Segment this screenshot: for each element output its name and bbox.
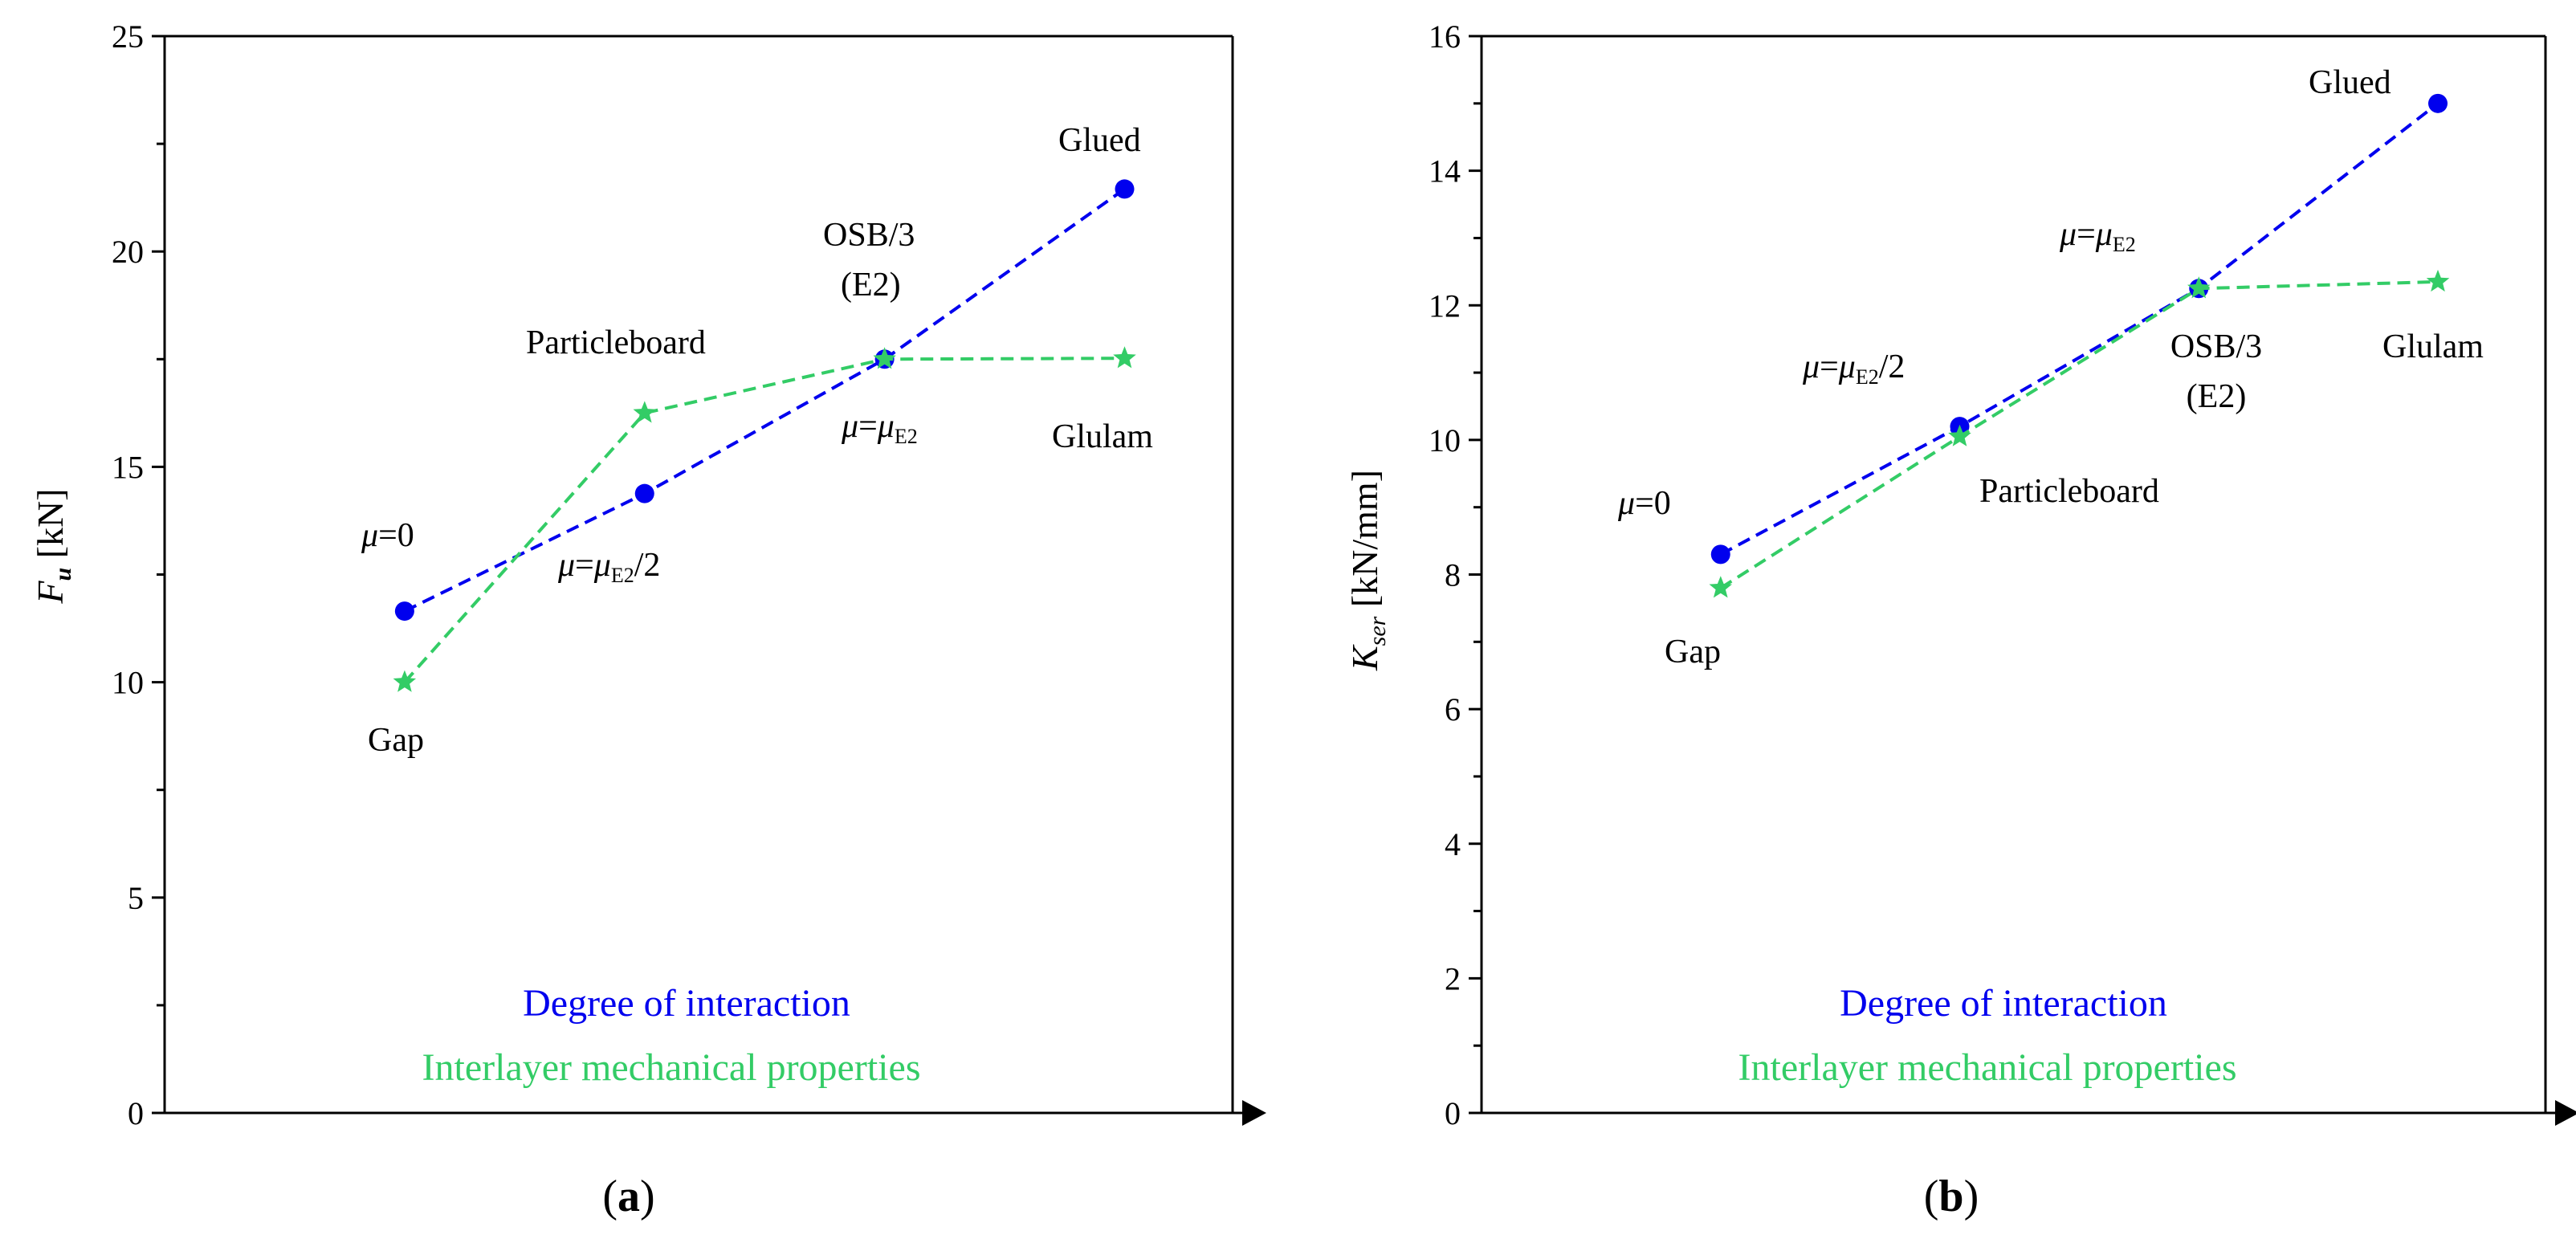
panel-a-interlayer-properties-point (873, 347, 896, 369)
panel-a-y-tick-label: 5 (128, 880, 144, 916)
panel-b-degree-of-interaction-point (2428, 93, 2448, 113)
panel-a-degree-of-interaction-line (404, 187, 1126, 613)
panel-b-interlayer-properties-point (1948, 424, 1971, 446)
panel-b-y-tick-label: 4 (1445, 826, 1461, 862)
panel-a-caption: (a) (602, 1172, 654, 1221)
panel-b-y-axis-symbol: K (1344, 644, 1385, 671)
panel-b-y-axis-title: Kser [kN/mm] (1344, 470, 1391, 671)
panel-a-legend-green: Interlayer mechanical properties (422, 1046, 921, 1089)
panel-b-interlayer-properties-point (1709, 576, 1732, 598)
panel-b-label-particleboard: Particleboard (1979, 473, 2159, 510)
panel-b-interlayer-properties-line (1719, 279, 2439, 589)
panel-b-label-gap: Gap (1665, 634, 1721, 670)
panel-a-label-osb-line2: (E2) (841, 267, 901, 304)
panel-b-y-tick-label: 16 (1429, 18, 1461, 55)
panel-b-interlayer-properties-point (2426, 269, 2450, 292)
panel-a-label-particleboard: Particleboard (526, 324, 706, 361)
panel-b-label-mu-zero: μ=0 (1617, 485, 1671, 522)
panel-b-y-tick-label: 8 (1445, 557, 1461, 593)
panel-b-label-glulam: Glulam (2382, 328, 2484, 365)
panel-a-label-mu-half: μ=μE2/2 (557, 547, 660, 587)
panel-a-y-axis-title: Fu [kN] (30, 488, 76, 604)
panel-a-y-tick-label: 15 (112, 449, 144, 485)
panel-b-series (1709, 93, 2450, 598)
panel-b-degree-of-interaction-line (1719, 102, 2439, 556)
panel-b-x-axis-arrow (2555, 1100, 2576, 1126)
panel-a-x-axis-arrow (1242, 1100, 1266, 1126)
panel-a-interlayer-properties-point (1113, 346, 1136, 369)
panel-a-y-axis-symbol: F (30, 581, 71, 605)
panel-a-interlayer-properties-line (403, 357, 1125, 683)
panel-b-interlayer-properties-point (2187, 276, 2211, 299)
panel-b-y-axis-unit: [kN/mm] (1344, 470, 1385, 617)
panel-b-y-ticks: 0 2 4 6 8 10 12 14 16 (1429, 18, 1482, 1131)
panel-a-degree-of-interaction-point (394, 601, 414, 622)
panel-a-interlayer-properties-point (393, 670, 417, 692)
panel-b-y-tick-label: 12 (1429, 287, 1461, 324)
panel-b-caption: (b) (1924, 1172, 1979, 1221)
panel-b-label-mu-half: μ=μE2/2 (1802, 348, 1905, 389)
panel-a-label-mu-e2: μ=μE2 (841, 408, 918, 448)
panel-a-y-tick-label: 10 (112, 665, 144, 701)
panel-b-chart: 0 2 4 6 8 10 12 14 16 Kser [kN/mm] μ=0 μ=μE2/2 μ… (1344, 18, 2576, 1221)
panel-a-label-glulam: Glulam (1052, 418, 1153, 455)
panel-b-y-tick-label: 6 (1445, 691, 1461, 728)
panel-a-label-mu-zero: μ=0 (361, 517, 414, 554)
panel-b-label-glued: Glued (2309, 64, 2391, 101)
panel-a-axes (163, 35, 1266, 1126)
panel-a-y-axis-subscript: u (50, 568, 76, 581)
panel-a-chart: 0 5 10 15 20 25 Fu [kN] μ=0 μ=μE2/2 μ=μE2 Glu… (30, 18, 1266, 1221)
panel-a-y-tick-label: 0 (128, 1095, 144, 1131)
panel-a-label-gap: Gap (368, 722, 424, 759)
panel-a-legend-blue: Degree of interaction (523, 982, 850, 1025)
panel-b-axes (1480, 35, 2576, 1126)
panel-b-y-tick-label: 10 (1429, 422, 1461, 459)
panel-a-y-tick-label: 20 (112, 234, 144, 270)
panel-a-y-axis-unit: [kN] (30, 488, 71, 567)
panel-b-y-tick-label: 2 (1445, 960, 1461, 996)
panel-b-legend-green: Interlayer mechanical properties (1738, 1046, 2237, 1089)
panel-b-y-tick-label: 14 (1429, 153, 1461, 190)
panel-a-degree-of-interaction-point (1115, 179, 1135, 199)
panel-b-label-osb-line2: (E2) (2187, 378, 2247, 415)
panel-a-label-osb-line1: OSB/3 (823, 217, 915, 254)
panel-a-y-tick-label: 25 (112, 18, 144, 55)
panel-b-y-tick-label: 0 (1445, 1095, 1461, 1131)
panel-a-interlayer-properties-point (633, 401, 656, 423)
panel-b-label-mu-e2: μ=μE2 (2059, 216, 2136, 256)
panel-a-label-glued: Glued (1058, 122, 1141, 159)
panel-a-series (393, 179, 1136, 692)
panel-b-degree-of-interaction-point (1710, 544, 1730, 564)
panel-b-legend-blue: Degree of interaction (1840, 982, 2167, 1025)
panel-a-y-ticks: 0 5 10 15 20 25 (112, 18, 165, 1131)
panel-b-y-axis-subscript: ser (1364, 616, 1391, 646)
panel-b-label-osb-line1: OSB/3 (2170, 328, 2262, 365)
panel-a-degree-of-interaction-point (634, 483, 654, 503)
